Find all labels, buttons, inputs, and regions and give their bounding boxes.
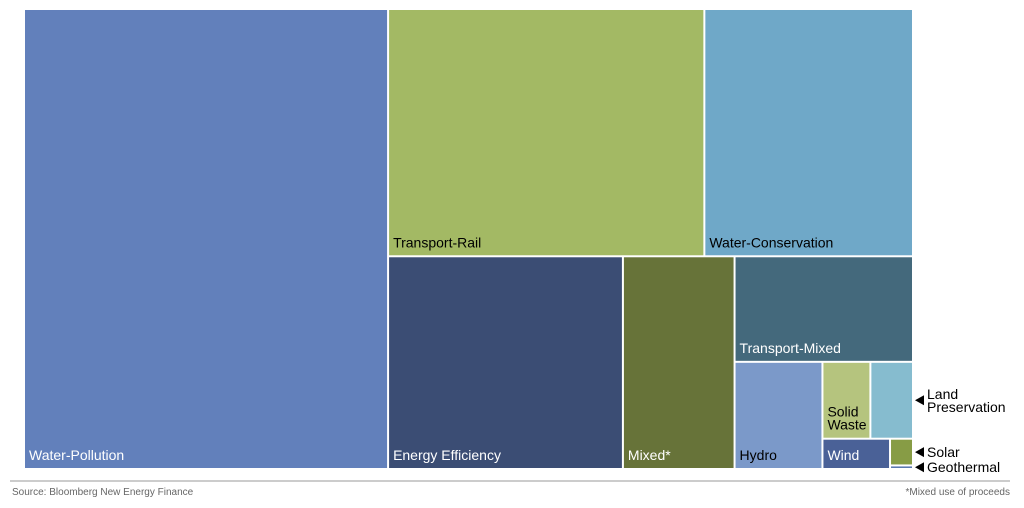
- tile-label: Geothermal: [927, 459, 1000, 475]
- tile: [705, 10, 912, 256]
- footnote: *Mixed use of proceeds: [905, 487, 1010, 498]
- tile: [871, 362, 912, 438]
- tile: [389, 10, 704, 256]
- tile: [25, 10, 388, 468]
- tile-label: Water-Conservation: [709, 234, 833, 250]
- tile-label: Water-Pollution: [29, 447, 124, 463]
- tile: [389, 257, 622, 468]
- tile-label: Hydro: [740, 447, 778, 463]
- tile: [735, 257, 912, 361]
- tile-label: Energy Efficiency: [393, 447, 501, 463]
- pointer: [915, 462, 924, 473]
- tile-label: Transport-Mixed: [740, 340, 841, 356]
- source: Source: Bloomberg New Energy Finance: [12, 487, 194, 498]
- tile-label: Solid Waste: [827, 404, 866, 433]
- tile: [891, 439, 912, 465]
- tile: [891, 466, 912, 468]
- tile: [623, 257, 734, 468]
- tile-label: Mixed*: [628, 447, 671, 463]
- tile-label: Transport-Rail: [393, 234, 481, 250]
- tile-label: Land Preservation: [927, 386, 1006, 415]
- tile-label: Wind: [827, 447, 859, 463]
- tile: [823, 439, 890, 468]
- pointer: [915, 447, 924, 458]
- tile: [735, 362, 822, 468]
- pointer: [915, 395, 924, 406]
- tile: [823, 362, 870, 438]
- tile-label: Solar: [927, 444, 960, 460]
